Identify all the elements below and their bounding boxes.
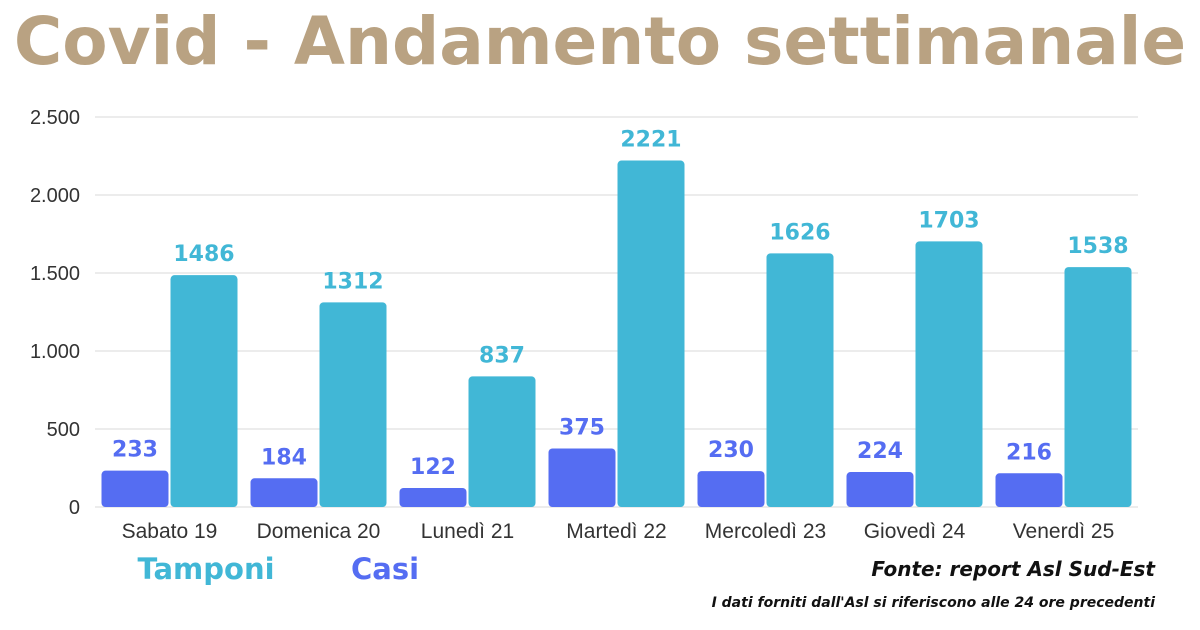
y-tick-label: 0 xyxy=(69,497,80,519)
x-tick-label: Mercoledì 23 xyxy=(705,520,826,543)
data-label-tamponi: 1703 xyxy=(918,208,979,233)
data-label-tamponi: 1626 xyxy=(769,220,830,245)
x-tick-label: Giovedì 24 xyxy=(864,520,966,543)
bar-casi xyxy=(995,473,1063,507)
bar-tamponi xyxy=(468,376,536,507)
data-label-tamponi: 1538 xyxy=(1067,234,1128,259)
x-tick-label: Martedì 22 xyxy=(566,520,666,543)
y-tick-label: 500 xyxy=(47,419,80,441)
data-label-casi: 216 xyxy=(1006,440,1052,465)
data-label-casi: 224 xyxy=(857,439,903,464)
data-label-tamponi: 1312 xyxy=(322,269,383,294)
data-label-tamponi: 2221 xyxy=(620,128,681,153)
legend: Tamponi Casi xyxy=(137,552,419,586)
bar-tamponi xyxy=(319,302,387,507)
data-label-casi: 122 xyxy=(410,455,456,480)
source-note: Fonte: report Asl Sud-Est xyxy=(871,557,1156,581)
bar-tamponi xyxy=(915,241,983,507)
y-tick-label: 2.500 xyxy=(30,107,80,129)
bars xyxy=(101,160,1132,508)
data-label-casi: 184 xyxy=(261,445,307,470)
data-label-casi: 230 xyxy=(708,438,754,463)
bar-casi xyxy=(250,478,318,507)
data-label-tamponi: 1486 xyxy=(173,242,234,267)
x-tick-label: Lunedì 21 xyxy=(421,520,514,543)
bar-casi xyxy=(846,472,914,507)
x-tick-label: Domenica 20 xyxy=(257,520,381,543)
data-labels: 233 1486 184 1312 122 837 375 2221 230 1626 224 170… xyxy=(112,128,1129,480)
x-tick-label: Sabato 19 xyxy=(122,520,218,543)
bar-casi xyxy=(101,470,169,507)
bar-casi xyxy=(399,487,467,507)
data-label-tamponi: 837 xyxy=(479,343,525,368)
bar-casi xyxy=(548,448,616,507)
chart-title: Covid - Andamento settimanale xyxy=(14,3,1186,80)
y-tick-label: 1.500 xyxy=(30,263,80,285)
bar-casi xyxy=(697,471,765,507)
y-axis-tick-labels: 0 500 1.000 1.500 2.000 2.500 xyxy=(30,107,80,519)
y-tick-label: 2.000 xyxy=(30,185,80,207)
y-tick-label: 1.000 xyxy=(30,341,80,363)
legend-entry-casi: Casi xyxy=(351,552,419,586)
bar-tamponi xyxy=(170,275,238,507)
legend-entry-tamponi: Tamponi xyxy=(137,552,274,586)
disclaimer-note: I dati forniti dall'Asl si riferiscono a… xyxy=(712,595,1156,611)
data-label-casi: 375 xyxy=(559,416,605,441)
bar-tamponi xyxy=(766,253,834,507)
x-tick-label: Venerdì 25 xyxy=(1013,520,1115,543)
data-label-casi: 233 xyxy=(112,438,158,463)
bar-tamponi xyxy=(617,160,685,508)
bar-tamponi xyxy=(1064,267,1132,507)
x-axis-tick-labels: Sabato 19 Domenica 20 Lunedì 21 Martedì 22 M… xyxy=(122,520,1115,543)
